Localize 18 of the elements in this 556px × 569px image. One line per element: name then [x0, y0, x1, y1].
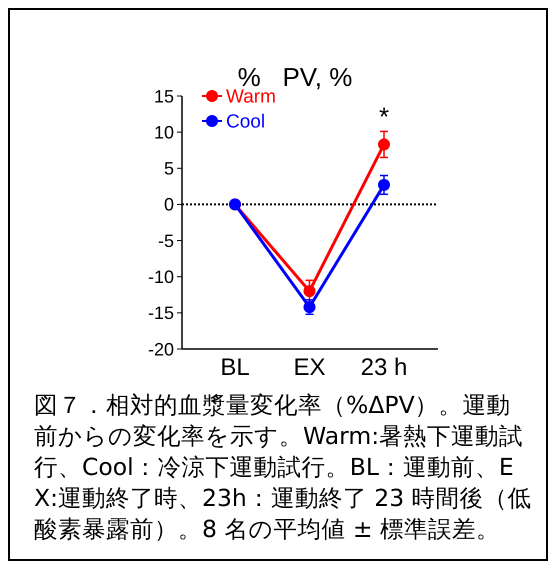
y-tick-label: 0: [164, 194, 174, 215]
x-tick-label: BL: [220, 354, 250, 381]
point: [304, 285, 316, 298]
x-tick-label: 23 h: [360, 354, 408, 381]
x-tick-label: EX: [293, 354, 326, 381]
annotation: *: [378, 101, 390, 132]
y-tick-label: -15: [148, 303, 174, 324]
y-tick-label: -5: [158, 230, 174, 251]
point: [378, 178, 390, 191]
legend-label: Cool: [226, 112, 266, 133]
y-tick-label: 10: [154, 122, 174, 142]
y-tick-label: 5: [164, 158, 174, 179]
y-tick-label: -10: [148, 267, 174, 288]
y-tick-label: 15: [154, 86, 174, 106]
y-tick-label: -20: [148, 339, 174, 360]
legend-label: Warm: [226, 86, 276, 108]
caption: 図７．相対的血漿量変化率（%ΔPV）。運動前からの変化率を示す。Warm:暑熱下運動試行、Cool：冷涼下運動試行。BL：運動前、EX:運動終了時、23h：運動終了 23 時間後（低酸素暴露前）。8 名の平均値 ± 標準誤差。: [34, 390, 532, 545]
point: [378, 138, 390, 150]
